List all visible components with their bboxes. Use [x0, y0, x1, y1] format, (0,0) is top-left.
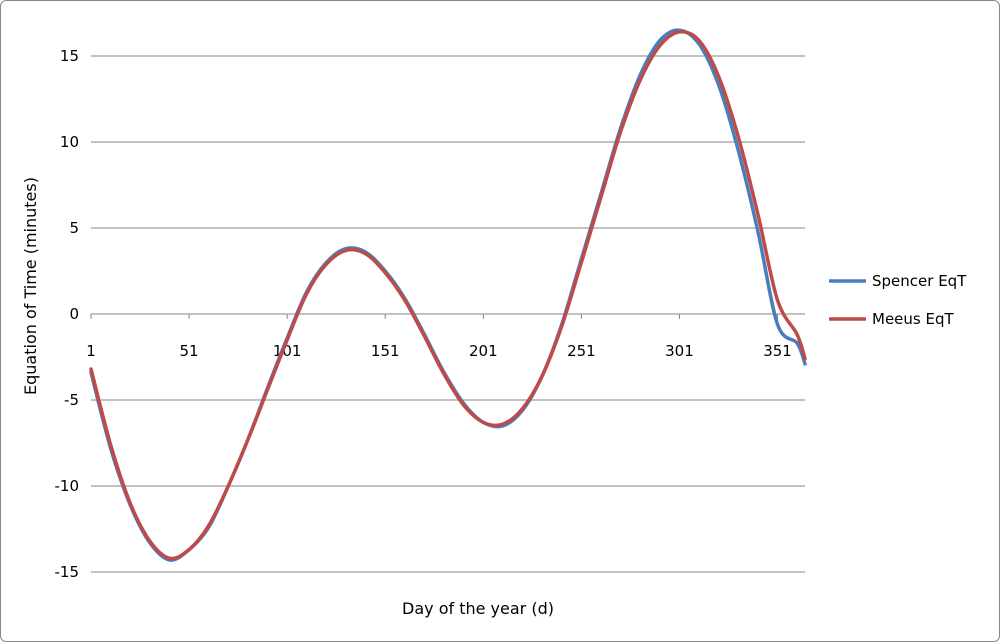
legend: Spencer EqT Meeus EqT — [829, 272, 967, 328]
y-axis-title: Equation of Time (minutes) — [21, 177, 40, 395]
x-tick-label-2: 101 — [273, 342, 302, 360]
y-tick-label-5: -10 — [55, 477, 80, 495]
y-tick-label-0: 15 — [60, 47, 79, 65]
series-line-meeus — [89, 29, 807, 561]
y-tick-label-2: 5 — [69, 219, 79, 237]
x-tick-label-7: 351 — [763, 342, 792, 360]
x-tick-label-6: 301 — [665, 342, 694, 360]
y-tick-label-3: 0 — [69, 305, 79, 323]
series-lines — [89, 28, 807, 562]
gridlines — [90, 55, 805, 573]
x-tick-label-4: 201 — [469, 342, 498, 360]
x-tick-label-3: 151 — [371, 342, 400, 360]
series-line-spencer — [89, 28, 807, 562]
legend-label-1: Meeus EqT — [872, 310, 954, 328]
x-tick-label-0: 1 — [86, 342, 96, 360]
y-tick-label-6: -15 — [55, 563, 80, 581]
x-tick-labels: 1 51 101 151 201 251 301 351 — [86, 342, 792, 360]
x-tick-label-1: 51 — [180, 342, 199, 360]
legend-label-0: Spencer EqT — [872, 272, 967, 290]
y-tick-labels: 15 10 5 0 -5 -10 -15 — [55, 47, 80, 581]
y-tick-label-1: 10 — [60, 133, 79, 151]
y-tick-label-4: -5 — [64, 391, 79, 409]
x-axis-title: Day of the year (d) — [402, 599, 554, 618]
x-tick-label-5: 251 — [567, 342, 596, 360]
